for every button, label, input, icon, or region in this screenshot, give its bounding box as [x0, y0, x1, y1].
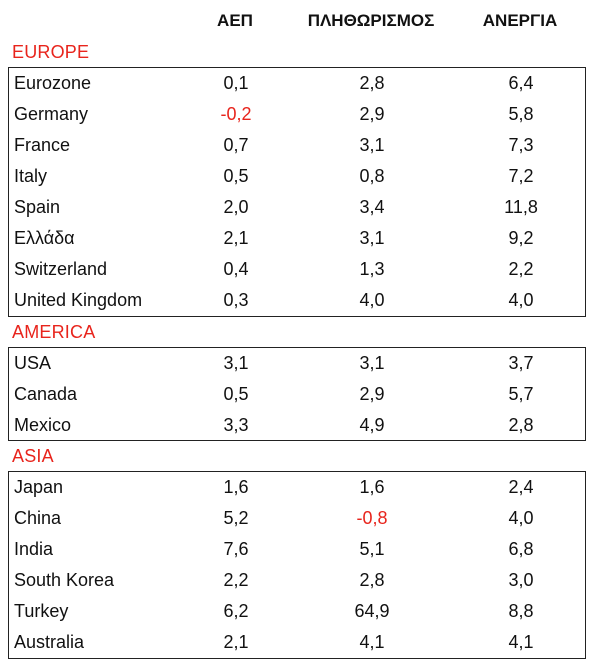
- table-row: USA 3,1 3,1 3,7: [9, 348, 585, 379]
- table-row: Canada 0,5 2,9 5,7: [9, 379, 585, 410]
- gdp-value: 0,4: [223, 259, 249, 279]
- inflation-value: 4,0: [359, 290, 385, 310]
- country-name: Ελλάδα: [14, 228, 75, 248]
- gdp-value: 0,5: [223, 166, 249, 186]
- table-row: Spain 2,0 3,4 11,8: [9, 192, 585, 223]
- unemployment-value: 5,8: [508, 104, 534, 124]
- gdp-value: 0,1: [223, 73, 249, 93]
- gdp-value: 1,6: [223, 477, 249, 497]
- gdp-value: 2,1: [223, 632, 249, 652]
- country-name: USA: [14, 353, 52, 373]
- gdp-value: 0,3: [223, 290, 249, 310]
- unemployment-value: 3,0: [508, 570, 534, 590]
- inflation-value: -0,8: [356, 508, 388, 528]
- country-name: Eurozone: [14, 73, 92, 93]
- gdp-value: -0,2: [220, 104, 252, 124]
- table-row: Japan 1,6 1,6 2,4: [9, 472, 585, 503]
- inflation-value: 1,6: [359, 477, 385, 497]
- table-row: France 0,7 3,1 7,3: [9, 130, 585, 161]
- unemployment-value: 5,7: [508, 384, 534, 404]
- unemployment-value: 4,0: [508, 290, 534, 310]
- country-name: France: [14, 135, 71, 155]
- table-row: Switzerland 0,4 1,3 2,2: [9, 254, 585, 285]
- unemployment-value: 2,2: [508, 259, 534, 279]
- table-row: South Korea 2,2 2,8 3,0: [9, 565, 585, 596]
- section-box-asia: Japan 1,6 1,6 2,4 China 5,2 -0,8 4,0 Ind…: [8, 471, 586, 659]
- unemployment-value: 3,7: [508, 353, 534, 373]
- unemployment-value: 8,8: [508, 601, 534, 621]
- country-name: Italy: [14, 166, 48, 186]
- gdp-value: 3,1: [223, 353, 249, 373]
- country-name: Canada: [14, 384, 78, 404]
- unemployment-value: 6,4: [508, 73, 534, 93]
- gdp-value: 0,5: [223, 384, 249, 404]
- header-inflation: ΠΛΗΘΩΡΙΣΜΟΣ: [307, 11, 435, 30]
- unemployment-value: 7,2: [508, 166, 534, 186]
- gdp-value: 3,3: [223, 415, 249, 435]
- inflation-value: 3,4: [359, 197, 385, 217]
- gdp-value: 2,0: [223, 197, 249, 217]
- country-name: Turkey: [14, 601, 69, 621]
- inflation-value: 3,1: [359, 135, 385, 155]
- inflation-value: 4,1: [359, 632, 385, 652]
- unemployment-value: 4,1: [508, 632, 534, 652]
- inflation-value: 3,1: [359, 353, 385, 373]
- gdp-value: 2,1: [223, 228, 249, 248]
- table-row: Ελλάδα 2,1 3,1 9,2: [9, 223, 585, 254]
- inflation-value: 3,1: [359, 228, 385, 248]
- inflation-value: 2,8: [359, 570, 385, 590]
- gdp-value: 2,2: [223, 570, 249, 590]
- country-name: Spain: [14, 197, 61, 217]
- country-name: United Kingdom: [14, 290, 143, 310]
- unemployment-value: 2,8: [508, 415, 534, 435]
- table-row: China 5,2 -0,8 4,0: [9, 503, 585, 534]
- section-label-asia: ASIA: [12, 446, 54, 466]
- inflation-value: 2,8: [359, 73, 385, 93]
- inflation-value: 2,9: [359, 384, 385, 404]
- gdp-value: 6,2: [223, 601, 249, 621]
- gdp-value: 5,2: [223, 508, 249, 528]
- table-row: Germany -0,2 2,9 5,8: [9, 99, 585, 130]
- column-header-row: ΑΕΠ ΠΛΗΘΩΡΙΣΜΟΣ ΑΝΕΡΓΙΑ: [0, 8, 594, 34]
- inflation-value: 2,9: [359, 104, 385, 124]
- table-row: United Kingdom 0,3 4,0 4,0: [9, 285, 585, 316]
- inflation-value: 4,9: [359, 415, 385, 435]
- table-row: Italy 0,5 0,8 7,2: [9, 161, 585, 192]
- header-unemployment: ΑΝΕΡΓΙΑ: [482, 11, 558, 30]
- country-name: China: [14, 508, 62, 528]
- table-row: Eurozone 0,1 2,8 6,4: [9, 68, 585, 99]
- section-box-america: USA 3,1 3,1 3,7 Canada 0,5 2,9 5,7 Mexic…: [8, 347, 586, 441]
- unemployment-value: 11,8: [504, 197, 538, 217]
- table-row: Turkey 6,2 64,9 8,8: [9, 596, 585, 627]
- inflation-value: 64,9: [354, 601, 390, 621]
- table-row: India 7,6 5,1 6,8: [9, 534, 585, 565]
- inflation-value: 0,8: [359, 166, 385, 186]
- country-name: Germany: [14, 104, 89, 124]
- unemployment-value: 2,4: [508, 477, 534, 497]
- country-name: Japan: [14, 477, 64, 497]
- country-name: Switzerland: [14, 259, 108, 279]
- unemployment-value: 6,8: [508, 539, 534, 559]
- table-row: Mexico 3,3 4,9 2,8: [9, 410, 585, 441]
- inflation-value: 1,3: [359, 259, 385, 279]
- unemployment-value: 7,3: [508, 135, 534, 155]
- gdp-value: 7,6: [223, 539, 249, 559]
- gdp-value: 0,7: [223, 135, 249, 155]
- country-name: Australia: [14, 632, 85, 652]
- table-row: Australia 2,1 4,1 4,1: [9, 627, 585, 658]
- country-name: India: [14, 539, 54, 559]
- header-gdp: ΑΕΠ: [217, 11, 253, 30]
- country-name: South Korea: [14, 570, 115, 590]
- section-box-europe: Eurozone 0,1 2,8 6,4 Germany -0,2 2,9 5,…: [8, 67, 586, 317]
- inflation-value: 5,1: [359, 539, 385, 559]
- unemployment-value: 4,0: [508, 508, 534, 528]
- section-label-europe: EUROPE: [12, 42, 90, 62]
- country-name: Mexico: [14, 415, 72, 435]
- unemployment-value: 9,2: [508, 228, 534, 248]
- section-label-america: AMERICA: [12, 322, 96, 342]
